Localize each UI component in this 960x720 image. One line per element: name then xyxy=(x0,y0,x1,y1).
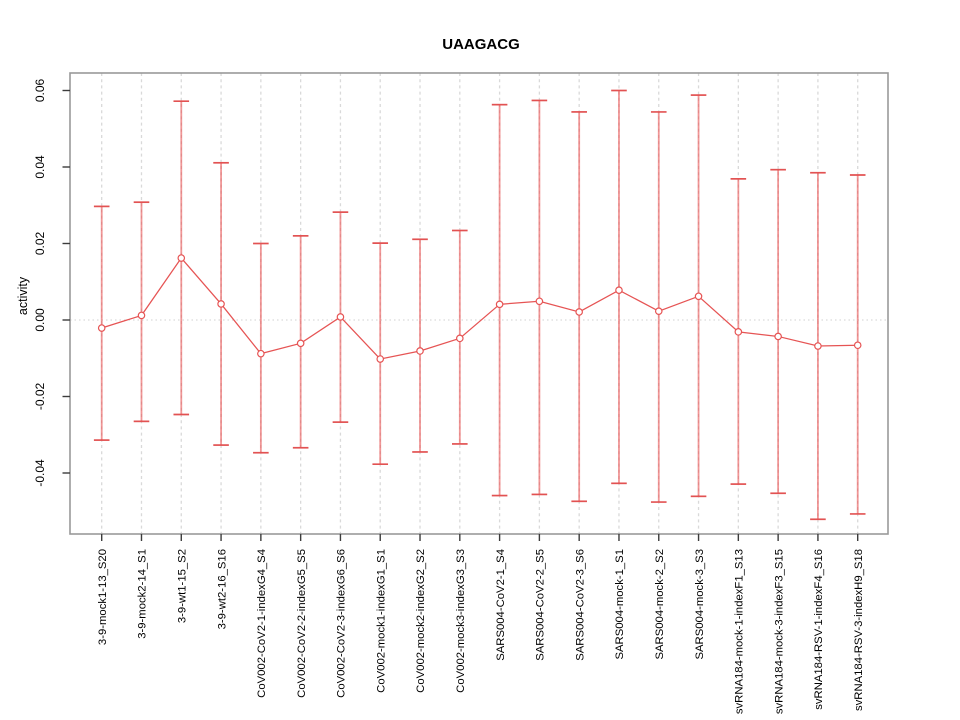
x-tick-label: SARS004-CoV2-1_S4 xyxy=(495,549,507,661)
data-point-marker xyxy=(217,300,225,308)
data-point-marker xyxy=(97,324,106,332)
data-point-marker xyxy=(495,300,504,309)
data-point-marker xyxy=(654,307,663,316)
x-tick-label: CoV002-mock1-indexG1_S1 xyxy=(375,549,387,693)
x-tick-label: CoV002-CoV2-1-indexG4_S4 xyxy=(256,549,268,698)
y-tick-label: 0.02 xyxy=(33,231,47,255)
x-tick-label: SARS004-CoV2-2_S5 xyxy=(535,549,547,661)
data-point-marker xyxy=(137,311,146,320)
x-tick-label: 3-9-wt2-16_S16 xyxy=(216,549,228,629)
x-tick-label: SARS004-mock-2_S2 xyxy=(654,549,666,660)
data-point-marker xyxy=(257,349,265,358)
x-tick-label: 3-9-mock2-14_S1 xyxy=(137,549,149,639)
x-tick-label: svRNA184-RSV-3-indexH9_S18 xyxy=(853,549,865,711)
chart-title: UAAGACG xyxy=(442,36,520,53)
y-tick-label: 0.06 xyxy=(33,78,47,102)
y-tick-label: 0.00 xyxy=(33,308,47,332)
x-tick-label: svRNA184-mock-3-indexF3_S15 xyxy=(773,549,785,714)
data-point-marker xyxy=(177,254,186,262)
y-tick-label: -0.04 xyxy=(33,459,47,487)
plot-area: 0.06 0.04 0.02 0.00 -0.02 -0.04 3-9-mock1-13_S… xyxy=(33,72,889,714)
data-point-marker xyxy=(694,292,703,301)
plot-border xyxy=(69,72,889,535)
data-point-marker xyxy=(535,297,544,306)
y-tick-label: -0.02 xyxy=(33,383,47,411)
data-point-marker xyxy=(336,313,345,321)
data-point-marker xyxy=(853,341,862,350)
x-tick-label: CoV002-CoV2-3-indexG6_S6 xyxy=(336,549,348,698)
y-tick-label: 0.04 xyxy=(33,155,47,179)
x-tick-label: SARS004-mock-1_S1 xyxy=(614,549,626,660)
x-tick-label: 3-9-mock1-13_S20 xyxy=(97,549,109,645)
x-tick-label: SARS004-CoV2-3_S6 xyxy=(574,549,586,661)
data-point-marker xyxy=(416,347,424,355)
x-tick-label: svRNA184-mock-1-indexF1_S13 xyxy=(734,549,746,714)
data-point-marker xyxy=(814,342,822,350)
x-tick-label: SARS004-mock-3_S3 xyxy=(694,549,706,660)
x-tick-label: 3-9-wt1-15_S2 xyxy=(176,549,188,623)
data-point-marker xyxy=(376,355,385,363)
data-point-marker xyxy=(456,334,464,343)
data-point-marker xyxy=(615,286,623,294)
y-axis-label: activity xyxy=(16,276,30,315)
series-line xyxy=(101,257,858,360)
data-point-marker xyxy=(774,332,782,341)
x-tick-label: CoV002-mock3-indexG3_S3 xyxy=(455,549,467,693)
x-tick-label: CoV002-mock2-indexG2_S2 xyxy=(415,549,427,693)
data-point-marker xyxy=(734,328,743,336)
data-point-marker xyxy=(575,308,583,316)
x-tick-label: svRNA184-RSV-1-indexF4_S16 xyxy=(813,549,825,710)
x-tick-label: CoV002-CoV2-2-indexG5_S5 xyxy=(296,549,308,698)
data-point-marker xyxy=(296,339,305,348)
